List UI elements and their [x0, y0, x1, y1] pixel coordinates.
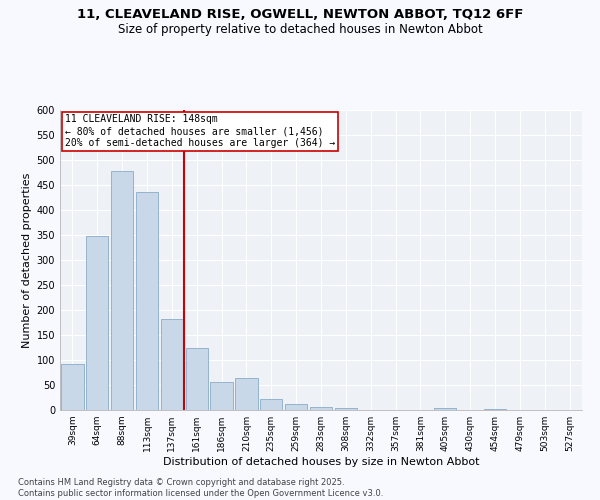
Bar — [161, 318, 183, 410]
Text: Size of property relative to detached houses in Newton Abbot: Size of property relative to detached ho… — [118, 22, 482, 36]
Bar — [111, 171, 133, 410]
Y-axis label: Number of detached properties: Number of detached properties — [22, 172, 32, 348]
Bar — [136, 192, 158, 410]
Bar — [211, 382, 233, 410]
Bar — [185, 348, 208, 410]
Text: Contains HM Land Registry data © Crown copyright and database right 2025.
Contai: Contains HM Land Registry data © Crown c… — [18, 478, 383, 498]
Bar — [335, 408, 357, 410]
Text: 11 CLEAVELAND RISE: 148sqm
← 80% of detached houses are smaller (1,456)
20% of s: 11 CLEAVELAND RISE: 148sqm ← 80% of deta… — [65, 114, 335, 148]
Bar — [61, 364, 83, 410]
X-axis label: Distribution of detached houses by size in Newton Abbot: Distribution of detached houses by size … — [163, 457, 479, 467]
Bar — [285, 404, 307, 410]
Text: 11, CLEAVELAND RISE, OGWELL, NEWTON ABBOT, TQ12 6FF: 11, CLEAVELAND RISE, OGWELL, NEWTON ABBO… — [77, 8, 523, 20]
Bar — [86, 236, 109, 410]
Bar — [484, 408, 506, 410]
Bar — [310, 407, 332, 410]
Bar — [235, 378, 257, 410]
Bar — [260, 399, 283, 410]
Bar — [434, 408, 457, 410]
